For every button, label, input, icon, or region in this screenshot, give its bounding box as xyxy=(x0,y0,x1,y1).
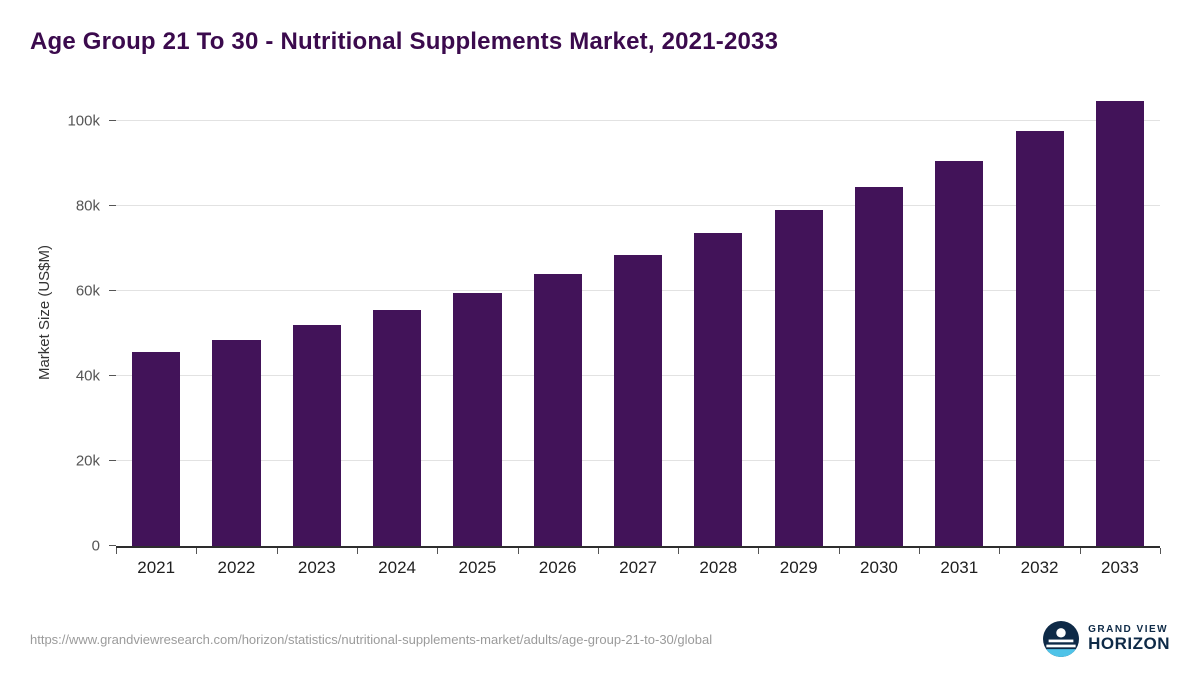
x-tick-label: 2023 xyxy=(297,558,336,577)
y-axis-title: Market Size (US$M) xyxy=(35,245,53,381)
bar-2026 xyxy=(533,273,582,546)
y-tick-label: 100k xyxy=(67,112,100,130)
footer: https://www.grandviewresearch.com/horizo… xyxy=(0,621,1200,675)
y-tick-mark xyxy=(109,459,116,461)
y-tick-label: 0 xyxy=(91,537,100,555)
gridline xyxy=(116,204,1160,206)
x-tick-label: 2024 xyxy=(378,558,416,577)
bar-cell xyxy=(116,78,196,546)
x-tick-mark xyxy=(758,548,760,554)
bar-cell xyxy=(437,78,517,546)
y-tick-mark xyxy=(109,374,116,376)
x-tick-label: 2028 xyxy=(699,558,738,577)
bar-cell xyxy=(919,78,999,546)
x-tick-mark xyxy=(999,548,1001,554)
bar-chart: Market Size (US$M) 0 20k 40k 60k 80k 100k 202… xyxy=(0,78,1200,578)
bar-2022 xyxy=(212,339,261,546)
bar-cell xyxy=(598,78,678,546)
bar-2025 xyxy=(453,292,502,546)
x-tick-label: 2032 xyxy=(1020,558,1059,577)
bar-cell xyxy=(678,78,758,546)
x-tick-mark xyxy=(276,548,278,554)
x-tick-label: 2033 xyxy=(1100,558,1139,577)
bar-2033 xyxy=(1095,101,1144,546)
x-tick-mark xyxy=(517,548,519,554)
bar-2028 xyxy=(694,233,743,546)
x-tick-mark xyxy=(919,548,921,554)
y-tick-label: 80k xyxy=(75,197,100,215)
bar-cell xyxy=(357,78,437,546)
bar-cell xyxy=(759,78,839,546)
x-tick-mark xyxy=(678,548,680,554)
x-tick-label: 2031 xyxy=(940,558,979,577)
plot-area: 0 20k 40k 60k 80k 100k xyxy=(67,78,1161,555)
x-tick-label: 2027 xyxy=(619,558,657,577)
x-tick-label: 2030 xyxy=(860,558,898,577)
x-axis-labels: 2021 2022 2023 2024 2025 2026 2027 2028 2029 2030… xyxy=(116,558,1160,578)
x-tick-label: 2022 xyxy=(217,558,256,577)
bar-2029 xyxy=(774,209,823,546)
bar-cell xyxy=(518,78,598,546)
y-tick-mark xyxy=(109,204,116,206)
source-url: https://www.grandviewresearch.com/horizo… xyxy=(30,631,713,647)
page-title: Age Group 21 To 30 - Nutritional Supplem… xyxy=(30,28,779,55)
brand-name-top: GRAND VIEW xyxy=(1088,624,1169,636)
x-tick-label: 2025 xyxy=(458,558,497,577)
y-tick-mark xyxy=(109,119,116,121)
y-tick-mark xyxy=(109,289,116,291)
bar-2024 xyxy=(373,309,422,546)
x-tick-label: 2029 xyxy=(779,558,818,577)
bar-2030 xyxy=(854,186,904,546)
y-tick-label: 40k xyxy=(75,367,100,385)
brand-logo: GRAND VIEW HORIZON xyxy=(1043,621,1170,657)
bar-cell xyxy=(999,78,1079,546)
brand-name-bottom: HORIZON xyxy=(1088,634,1170,654)
x-tick-mark xyxy=(1160,548,1161,554)
x-tick-label: 2021 xyxy=(137,558,176,577)
y-tick-label: 60k xyxy=(75,282,100,300)
x-tick-mark xyxy=(437,548,439,554)
bar-2021 xyxy=(132,352,181,546)
x-tick-mark xyxy=(597,548,599,554)
x-tick-mark xyxy=(116,548,117,554)
x-tick-label: 2026 xyxy=(538,558,577,577)
bars-row xyxy=(116,78,1160,546)
bar-2027 xyxy=(613,254,663,546)
y-tick-mark xyxy=(109,545,116,546)
horizon-logo-icon xyxy=(1043,621,1080,657)
bar-2032 xyxy=(1015,131,1064,546)
x-tick-mark xyxy=(196,548,198,554)
gridline xyxy=(116,119,1160,121)
bar-cell xyxy=(1080,78,1160,546)
x-tick-mark xyxy=(838,548,840,554)
bar-cell xyxy=(196,78,276,546)
bar-2023 xyxy=(292,324,341,546)
bar-cell xyxy=(839,78,919,546)
bar-2031 xyxy=(935,160,984,546)
bar-cell xyxy=(277,78,357,546)
y-tick-label: 20k xyxy=(75,452,100,470)
x-tick-mark xyxy=(1079,548,1081,554)
x-tick-mark xyxy=(356,548,358,554)
